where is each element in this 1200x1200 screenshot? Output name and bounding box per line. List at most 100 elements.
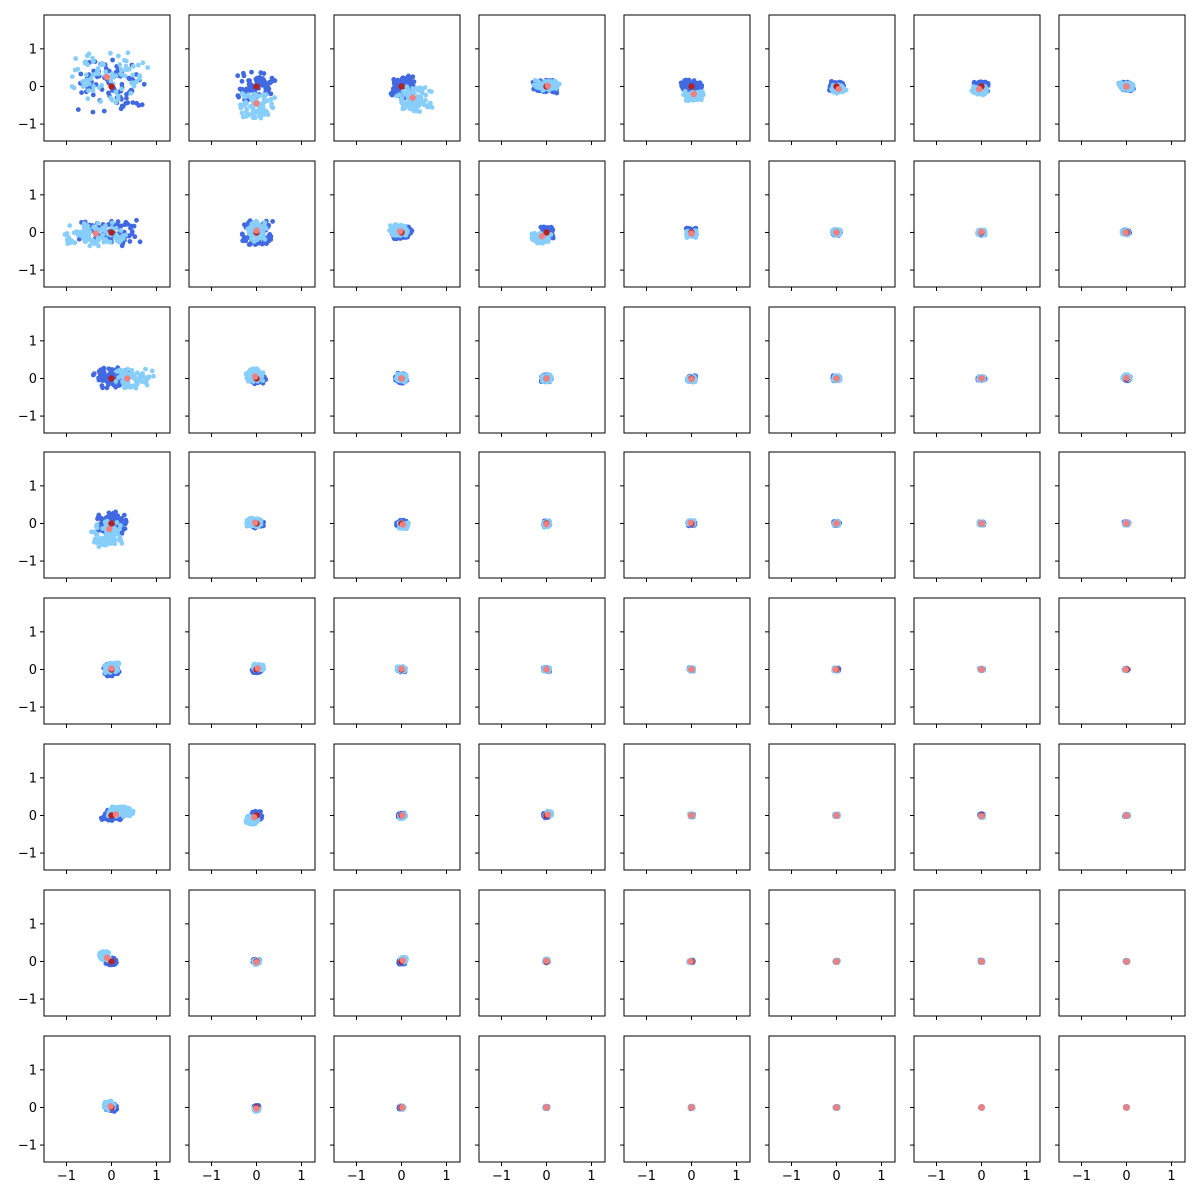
point-group-b (252, 91, 257, 97)
point-group-b (548, 232, 554, 237)
point-group-b (246, 112, 252, 118)
y-tick-label: −1 (18, 555, 37, 570)
point-group-b (119, 86, 124, 92)
point-group-b (118, 228, 124, 234)
point-group-b (91, 529, 97, 535)
point-group-b (101, 62, 106, 68)
point-group-a (106, 366, 112, 372)
point-group-b (118, 370, 124, 376)
y-tick-label: 0 (29, 517, 37, 532)
point-group-a (238, 86, 243, 92)
centroid-b (1122, 229, 1129, 236)
point-group-a (126, 233, 132, 239)
centroid-b (253, 100, 260, 107)
scatter-points (1120, 372, 1133, 384)
point-group-b (251, 367, 257, 373)
panel-r1-c1 (185, 160, 316, 291)
point-group-b (65, 241, 71, 247)
point-group-b (244, 101, 249, 106)
point-group-b (116, 53, 121, 59)
point-group-b (259, 224, 264, 229)
point-group-a (258, 70, 264, 76)
point-group-b (145, 65, 151, 70)
point-group-b (125, 366, 130, 372)
scatter-points (239, 218, 275, 248)
point-group-b (259, 108, 265, 114)
point-group-b (62, 232, 68, 238)
point-group-b (102, 519, 108, 525)
point-group-a (257, 77, 263, 83)
point-group-b (120, 380, 126, 385)
scatter-points (830, 373, 843, 384)
point-group-a (406, 73, 411, 79)
panel-grid: −101−101−101−101−101−101−101−1 0 1−101−1 0 1… (18, 14, 1186, 1184)
y-tick-label: 0 (29, 372, 37, 387)
panel-r1-c7 (1055, 160, 1186, 291)
point-group-a (100, 370, 106, 376)
panel-r0-c4 (620, 14, 751, 145)
axes-frame (768, 160, 896, 288)
y-tick-label: −1 (18, 118, 37, 133)
point-group-a (90, 109, 96, 115)
centroid-b (687, 519, 694, 526)
centroid-b (978, 228, 985, 235)
point-group-b (114, 520, 120, 525)
centroid-b (251, 519, 259, 526)
point-group-b (126, 66, 132, 72)
centroid-a (253, 83, 260, 90)
panel-r3-c1 (185, 451, 316, 582)
point-group-a (241, 73, 247, 79)
point-group-b (95, 220, 101, 226)
point-group-b (113, 379, 119, 384)
point-group-a (99, 383, 105, 388)
point-group-b (94, 532, 100, 537)
point-group-a (119, 81, 125, 87)
centroid-b (543, 375, 550, 382)
point-group-b (136, 62, 141, 68)
point-group-b (130, 63, 136, 69)
point-group-b (429, 105, 435, 110)
axes-frame (768, 306, 896, 434)
scatter-points (678, 77, 706, 104)
point-group-a (139, 102, 145, 108)
point-group-b (406, 89, 411, 94)
point-group-a (127, 239, 133, 244)
point-group-a (239, 231, 245, 237)
point-group-b (261, 98, 267, 104)
point-group-b (428, 89, 434, 94)
point-group-b (255, 236, 261, 242)
point-group-b (542, 78, 548, 84)
point-group-b (122, 73, 128, 79)
point-group-a (137, 239, 143, 245)
point-group-a (246, 81, 252, 87)
point-group-a (100, 376, 106, 382)
axes-frame (913, 306, 1041, 434)
axes-frame (1058, 306, 1186, 434)
point-group-a (411, 79, 417, 85)
point-group-b (423, 92, 429, 98)
panel-r2-c4 (620, 306, 751, 437)
scatter-points (529, 224, 556, 246)
point-group-b (117, 62, 123, 67)
point-group-a (399, 77, 405, 83)
point-group-a (266, 238, 272, 244)
point-group-b (1128, 81, 1134, 87)
panel-r0-c1 (185, 14, 316, 145)
centroid-a (108, 229, 115, 236)
point-group-a (235, 73, 241, 79)
point-group-a (262, 81, 267, 87)
panel-r2-c6 (910, 306, 1041, 437)
centroid-b (688, 230, 695, 237)
point-group-a (389, 92, 395, 98)
point-group-a (407, 77, 412, 83)
point-group-a (91, 371, 97, 377)
scatter-points (1116, 79, 1136, 94)
point-group-b (423, 98, 428, 103)
centroid-b (396, 228, 404, 235)
axes-frame (478, 306, 606, 434)
point-group-b (81, 221, 87, 226)
point-group-a (394, 79, 399, 84)
point-group-b (108, 78, 114, 84)
point-group-a (248, 241, 253, 247)
